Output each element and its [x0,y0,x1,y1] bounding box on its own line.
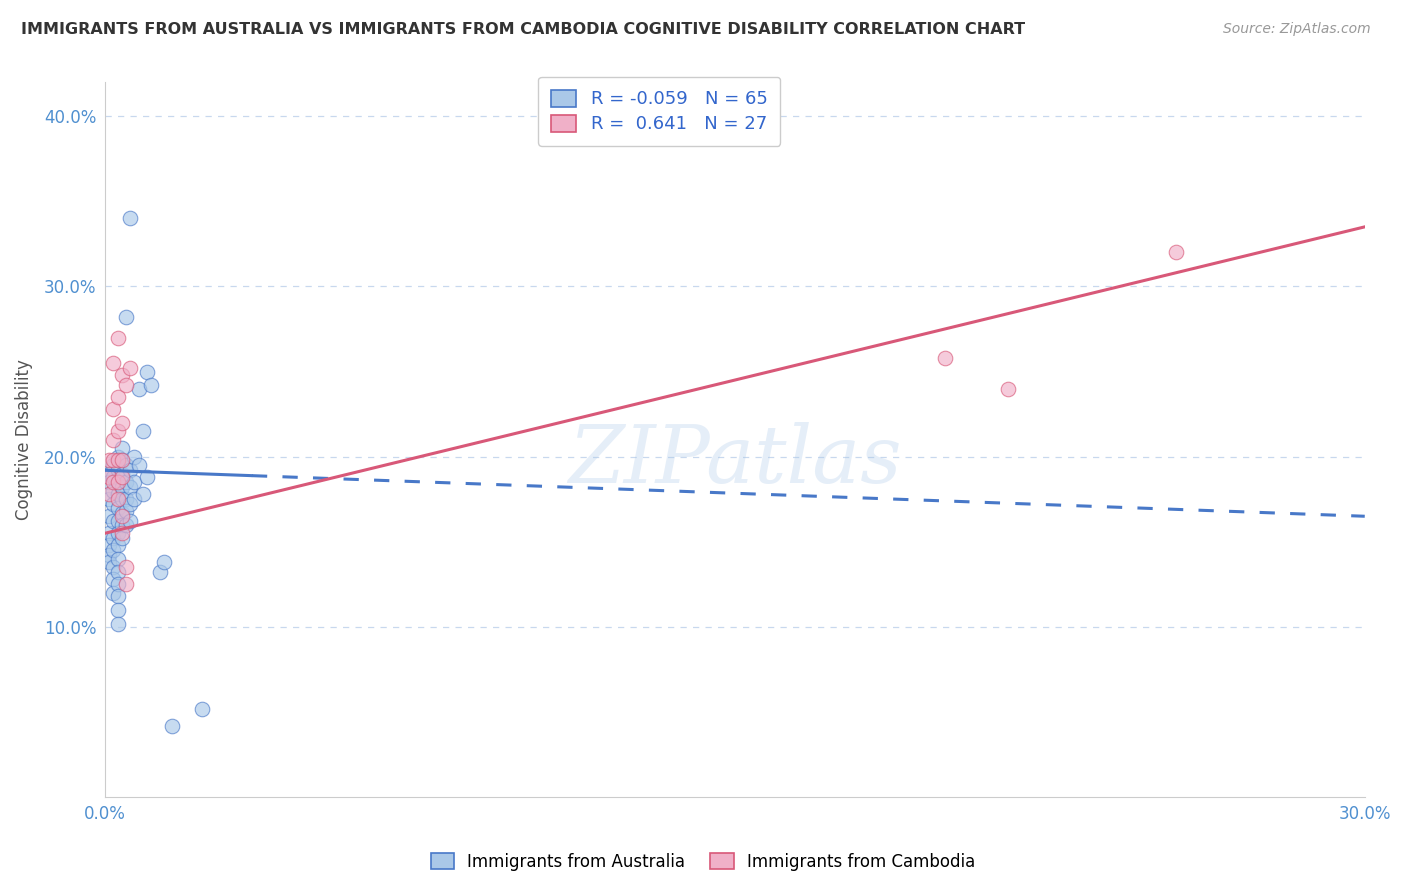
Point [107,475,129,490]
Point [120,211,142,226]
Point [107,487,129,501]
Point [115,504,138,518]
Point [107,566,129,580]
Point [115,458,138,473]
Point [98,475,121,490]
Point [111,532,134,546]
Legend: R = -0.059   N = 65, R =  0.641   N = 27: R = -0.059 N = 65, R = 0.641 N = 27 [538,77,780,146]
Point [111,368,134,382]
Point [124,450,146,464]
Point [98,487,121,501]
Point [148,566,170,580]
Point [128,458,150,473]
Point [160,719,183,733]
Point [139,378,162,392]
Point [120,463,142,477]
Point [107,538,129,552]
Point [98,492,121,507]
Point [107,526,129,541]
Point [107,390,129,404]
Point [103,572,125,586]
Point [98,555,121,569]
Text: ZIPatlas: ZIPatlas [568,422,901,500]
Point [120,497,142,511]
Point [107,577,129,591]
Point [136,365,159,379]
Point [115,378,138,392]
Point [107,551,129,566]
Point [107,330,129,344]
Text: IMMIGRANTS FROM AUSTRALIA VS IMMIGRANTS FROM CAMBODIA COGNITIVE DISABILITY CORRE: IMMIGRANTS FROM AUSTRALIA VS IMMIGRANTS … [21,22,1025,37]
Point [107,616,129,631]
Point [107,475,129,490]
Point [111,506,134,520]
Point [103,433,125,447]
Point [934,351,956,365]
Point [107,450,129,464]
Point [111,470,134,484]
Point [107,514,129,528]
Point [111,526,134,541]
Point [1164,245,1187,260]
Point [111,467,134,481]
Point [98,467,121,481]
Legend: Immigrants from Australia, Immigrants from Cambodia: Immigrants from Australia, Immigrants fr… [422,845,984,880]
Point [997,382,1019,396]
Point [107,500,129,515]
Point [103,402,125,417]
Point [128,382,150,396]
Point [98,453,121,467]
Point [107,492,129,507]
Point [111,492,134,507]
Point [132,487,155,501]
Point [103,483,125,498]
Point [111,453,134,467]
Point [111,509,134,524]
Point [111,416,134,430]
Point [103,458,125,473]
Point [103,586,125,600]
Point [120,361,142,376]
Point [136,470,159,484]
Point [120,514,142,528]
Point [103,497,125,511]
Point [115,475,138,490]
Point [107,453,129,467]
Point [103,356,125,370]
Point [115,560,138,574]
Point [103,560,125,574]
Point [98,526,121,541]
Point [115,310,138,324]
Point [120,480,142,494]
Point [103,470,125,484]
Y-axis label: Cognitive Disability: Cognitive Disability [15,359,32,520]
Point [152,555,174,569]
Point [107,589,129,603]
Point [107,424,129,438]
Point [115,492,138,507]
Point [98,470,121,484]
Point [107,603,129,617]
Point [115,517,138,532]
Point [190,701,212,715]
Point [103,453,125,467]
Point [103,532,125,546]
Text: Source: ZipAtlas.com: Source: ZipAtlas.com [1223,22,1371,37]
Point [124,492,146,507]
Point [98,549,121,563]
Point [115,577,138,591]
Point [111,517,134,532]
Point [107,463,129,477]
Point [103,475,125,490]
Point [132,424,155,438]
Point [111,441,134,455]
Point [111,480,134,494]
Point [111,453,134,467]
Point [103,514,125,528]
Point [103,543,125,558]
Point [98,509,121,524]
Point [124,475,146,490]
Point [98,538,121,552]
